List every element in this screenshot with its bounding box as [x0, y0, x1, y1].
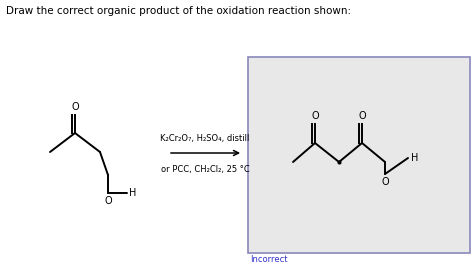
- Text: O: O: [311, 111, 319, 121]
- Text: O: O: [71, 102, 79, 112]
- Text: O: O: [381, 177, 389, 187]
- Text: O: O: [358, 111, 366, 121]
- Text: H: H: [129, 188, 137, 198]
- Text: Incorrect: Incorrect: [250, 255, 288, 264]
- Text: or PCC, CH₂Cl₂, 25 °C: or PCC, CH₂Cl₂, 25 °C: [161, 165, 249, 174]
- Text: O: O: [104, 196, 112, 206]
- Bar: [248, 57, 470, 253]
- Text: H: H: [411, 153, 419, 163]
- Text: K₂Cr₂O₇, H₂SO₄, distill: K₂Cr₂O₇, H₂SO₄, distill: [160, 134, 250, 143]
- Text: Draw the correct organic product of the oxidation reaction shown:: Draw the correct organic product of the …: [6, 6, 351, 16]
